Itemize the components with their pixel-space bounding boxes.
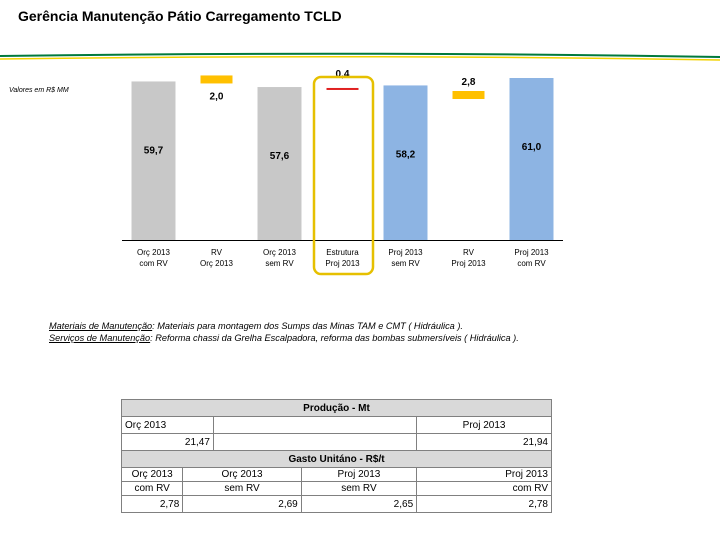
production-cost-table: Produção - Mt Orç 2013 Proj 2013 21,47 2… — [120, 399, 552, 513]
production-header: Produção - Mt — [121, 399, 552, 417]
unit-cost-col4-line1: Proj 2013 — [416, 467, 552, 482]
category-label-3-0: Estrutura — [326, 248, 359, 257]
bar-0 — [131, 81, 176, 241]
unit-cost-col4-value: 2,78 — [416, 495, 552, 513]
notes-line-materials: Materiais de Manutenção: Materiais para … — [49, 320, 519, 332]
services-label: Serviços de Manutenção — [49, 333, 151, 343]
bar-3 — [326, 87, 359, 90]
category-label-0-1: com RV — [139, 259, 168, 268]
data-label-1: 2,0 — [210, 91, 224, 102]
production-spacer — [212, 416, 418, 434]
category-label-4-0: Proj 2013 — [388, 248, 423, 257]
highlight-box — [312, 75, 375, 276]
waterfall-chart: 59,7 Orç 2013 com RV 2,0 RV Orç 2013 57,6 Orç 2… — [122, 69, 563, 276]
unit-cost-col1-value: 2,78 — [120, 495, 184, 513]
units-note: Valores em R$ MM — [9, 87, 69, 94]
production-left-value: 21,47 — [121, 433, 214, 451]
unit-cost-col3-line2: sem RV — [300, 481, 418, 496]
materials-text: : Materiais para montagem dos Sumps das … — [152, 321, 463, 331]
services-text: : Reforma chassi da Grelha Escalpadora, … — [150, 333, 519, 343]
category-label-6-1: com RV — [517, 259, 546, 268]
category-label-2-1: sem RV — [265, 259, 294, 268]
unit-cost-col3-line1: Proj 2013 — [300, 467, 418, 482]
category-label-5-0: RV — [463, 248, 475, 257]
data-label-0: 59,7 — [144, 145, 164, 156]
unit-cost-col2-line2: sem RV — [182, 481, 302, 496]
category-label-0-0: Orç 2013 — [137, 248, 170, 257]
production-right-label: Proj 2013 — [416, 416, 552, 434]
category-label-3-1: Proj 2013 — [325, 259, 360, 268]
category-label-6-0: Proj 2013 — [514, 248, 549, 257]
category-label-4-1: sem RV — [391, 259, 420, 268]
unit-cost-col2-value: 2,69 — [182, 495, 302, 513]
data-label-4: 58,2 — [396, 149, 416, 160]
bar-4 — [383, 85, 428, 240]
unit-cost-col2-line1: Orç 2013 — [182, 467, 302, 482]
bar-5 — [452, 91, 485, 99]
category-label-2-0: Orç 2013 — [263, 248, 296, 257]
unit-cost-col3-value: 2,65 — [300, 495, 418, 513]
materials-label: Materiais de Manutenção — [49, 321, 153, 331]
data-label-5: 2,8 — [462, 77, 476, 88]
production-right-value: 21,94 — [416, 433, 552, 451]
data-label-6: 61,0 — [522, 142, 542, 153]
production-left-label: Orç 2013 — [121, 416, 214, 434]
notes-line-services: Serviços de Manutenção: Reforma chassi d… — [49, 332, 519, 344]
notes-block: Materiais de Manutenção: Materiais para … — [49, 320, 519, 344]
category-label-5-1: Proj 2013 — [451, 259, 486, 268]
bar-1 — [200, 75, 233, 84]
bar-6 — [509, 78, 554, 240]
data-label-3: 0,4 — [336, 69, 350, 80]
title-rule — [0, 52, 720, 61]
category-label-1-0: RV — [211, 248, 223, 257]
data-label-2: 57,6 — [270, 151, 290, 162]
unit-cost-col1-line1: Orç 2013 — [120, 467, 184, 482]
production-spacer-2 — [212, 433, 418, 451]
page-title: Gerência Manutenção Pátio Carregamento T… — [18, 8, 342, 24]
bar-2 — [257, 87, 302, 240]
unit-cost-col4-line2: com RV — [416, 481, 552, 496]
unit-cost-col1-line2: com RV — [120, 481, 184, 496]
category-label-1-1: Orç 2013 — [200, 259, 233, 268]
unit-cost-header: Gasto Unitáno - R$/t — [121, 450, 552, 468]
